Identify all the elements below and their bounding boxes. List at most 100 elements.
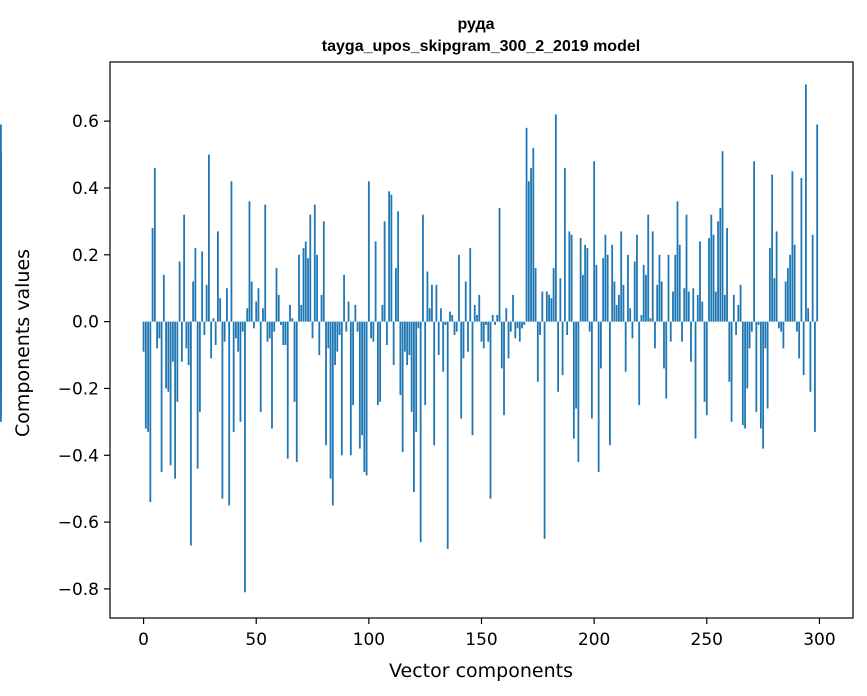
bar bbox=[354, 304, 357, 322]
bar bbox=[620, 231, 623, 322]
bar bbox=[469, 248, 472, 322]
bar bbox=[728, 321, 731, 382]
bar bbox=[394, 268, 397, 322]
bar bbox=[717, 221, 719, 322]
bar bbox=[516, 321, 519, 329]
bar bbox=[268, 321, 271, 339]
bar bbox=[658, 254, 661, 322]
bar bbox=[660, 281, 663, 322]
bar bbox=[0, 321, 2, 352]
bar bbox=[437, 321, 440, 356]
bar bbox=[158, 321, 161, 339]
bar bbox=[777, 321, 780, 329]
bar bbox=[552, 268, 555, 322]
bar bbox=[814, 321, 816, 432]
bar bbox=[467, 321, 469, 352]
bar bbox=[586, 248, 589, 322]
bar bbox=[710, 214, 713, 322]
bar bbox=[372, 321, 375, 342]
bar bbox=[561, 321, 564, 376]
bar bbox=[244, 321, 246, 593]
bar bbox=[618, 294, 620, 322]
bar bbox=[595, 264, 598, 322]
bar bbox=[471, 321, 474, 436]
bar bbox=[451, 314, 454, 322]
bar bbox=[376, 321, 379, 406]
bar bbox=[753, 161, 755, 322]
bar bbox=[703, 321, 706, 402]
bar bbox=[334, 321, 336, 366]
bar bbox=[273, 321, 276, 332]
bar bbox=[678, 244, 681, 322]
bar bbox=[568, 231, 571, 322]
bar bbox=[543, 321, 546, 539]
bar bbox=[201, 251, 204, 322]
bar bbox=[295, 321, 298, 462]
bar bbox=[627, 254, 629, 322]
bar bbox=[277, 294, 280, 322]
bar bbox=[651, 231, 654, 322]
bar bbox=[735, 321, 737, 335]
bar bbox=[171, 321, 174, 362]
bar bbox=[633, 261, 636, 322]
bar bbox=[784, 281, 787, 322]
bar bbox=[435, 284, 438, 322]
bar bbox=[674, 254, 677, 322]
bar bbox=[685, 214, 688, 322]
x-tick-label: 300 bbox=[803, 630, 835, 650]
bar bbox=[343, 274, 345, 322]
bar bbox=[320, 294, 323, 322]
bar bbox=[496, 314, 499, 322]
bar bbox=[367, 181, 370, 322]
bar bbox=[408, 321, 411, 356]
bar bbox=[266, 321, 269, 342]
bar bbox=[156, 321, 158, 349]
bar bbox=[600, 321, 602, 369]
bar bbox=[615, 304, 618, 322]
bar bbox=[192, 281, 195, 322]
bar bbox=[672, 291, 674, 322]
bar bbox=[478, 294, 481, 322]
bar bbox=[230, 181, 233, 322]
bar bbox=[442, 321, 445, 372]
bar bbox=[690, 321, 692, 362]
bar bbox=[183, 214, 186, 322]
bar bbox=[521, 321, 523, 329]
y-axis-label: Components values bbox=[12, 249, 34, 437]
bar bbox=[737, 304, 740, 322]
bar bbox=[217, 231, 219, 322]
bar bbox=[624, 321, 627, 372]
bar bbox=[588, 321, 591, 332]
bar bbox=[406, 321, 409, 366]
bar bbox=[208, 154, 210, 322]
bar bbox=[338, 321, 341, 335]
bar bbox=[271, 321, 273, 429]
bar bbox=[518, 321, 521, 342]
bar bbox=[721, 151, 724, 322]
bar bbox=[482, 321, 485, 349]
bar bbox=[782, 321, 785, 349]
bar bbox=[654, 321, 656, 349]
bar bbox=[768, 248, 771, 322]
bar bbox=[802, 321, 805, 376]
bar bbox=[203, 321, 206, 335]
bar bbox=[530, 167, 532, 322]
bar bbox=[0, 157, 2, 322]
bar bbox=[379, 321, 382, 402]
chart-title: руда bbox=[457, 16, 494, 33]
bar bbox=[663, 321, 665, 369]
bar bbox=[327, 321, 330, 349]
bar bbox=[611, 244, 614, 322]
bar bbox=[789, 254, 792, 322]
bar bbox=[259, 321, 262, 412]
bar bbox=[446, 321, 449, 549]
bar bbox=[557, 321, 559, 392]
bar bbox=[609, 321, 611, 446]
bar bbox=[708, 238, 710, 322]
bar bbox=[370, 321, 373, 339]
bar bbox=[385, 321, 388, 346]
bar bbox=[453, 321, 456, 335]
bar bbox=[426, 271, 429, 322]
bar bbox=[180, 321, 183, 362]
bar bbox=[147, 321, 149, 432]
